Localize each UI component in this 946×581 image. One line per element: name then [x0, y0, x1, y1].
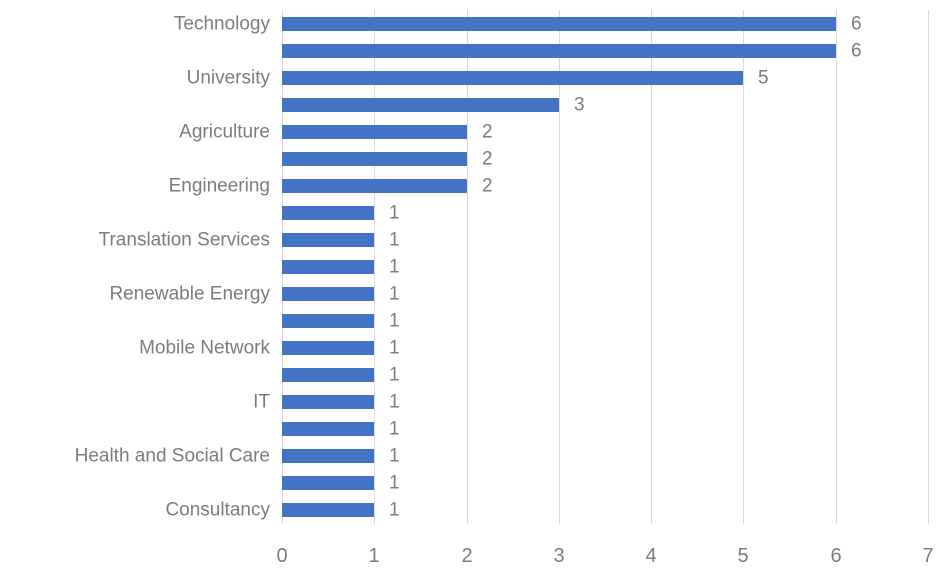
category-axis: Technology University Agriculture Engineeri…: [0, 0, 270, 540]
x-axis-tick-label: 2: [461, 545, 473, 567]
gridline: [836, 10, 837, 524]
bar: [282, 152, 467, 166]
data-label: 1: [389, 472, 400, 494]
data-label: 6: [851, 40, 862, 62]
data-label: 5: [758, 67, 769, 89]
gridline: [651, 10, 652, 524]
category-label: Consultancy: [165, 499, 270, 521]
x-axis-tick-label: 7: [922, 545, 934, 567]
x-axis-tick-label: 5: [737, 545, 749, 567]
bar: [282, 395, 374, 409]
category-label: Translation Services: [98, 229, 270, 251]
data-label: 1: [389, 337, 400, 359]
bar: [282, 368, 374, 382]
bar: [282, 17, 836, 31]
bar: [282, 476, 374, 490]
data-label: 1: [389, 202, 400, 224]
bar: [282, 260, 374, 274]
x-axis-tick-label: 3: [553, 545, 565, 567]
bar: [282, 71, 743, 85]
data-label: 1: [389, 418, 400, 440]
category-label: Renewable Energy: [109, 283, 270, 305]
data-label: 2: [482, 121, 493, 143]
x-axis: 0 1 2 3 4 5 6 7: [0, 536, 946, 576]
data-label: 1: [389, 391, 400, 413]
x-axis-tick-label: 0: [276, 545, 288, 567]
category-label: Mobile Network: [139, 337, 270, 359]
bar: [282, 503, 374, 517]
category-label: Technology: [173, 13, 270, 35]
data-label: 1: [389, 364, 400, 386]
bar: [282, 44, 836, 58]
bar: [282, 179, 467, 193]
data-label: 1: [389, 283, 400, 305]
category-label: IT: [253, 391, 270, 413]
category-label: Agriculture: [179, 121, 270, 143]
bar: [282, 314, 374, 328]
plot-area: 6 6 5 3 2 2 2 1 1 1 1 1 1 1 1 1 1 1 1: [282, 10, 929, 524]
bar: [282, 206, 374, 220]
category-label: Engineering: [168, 175, 270, 197]
x-axis-tick-label: 1: [368, 545, 380, 567]
gridline: [928, 10, 929, 524]
gridline: [467, 10, 468, 524]
bar: [282, 125, 467, 139]
data-label: 2: [482, 148, 493, 170]
gridline: [374, 10, 375, 524]
gridline: [743, 10, 744, 524]
data-label: 1: [389, 310, 400, 332]
bar: [282, 341, 374, 355]
bar: [282, 98, 559, 112]
category-label: University: [186, 67, 270, 89]
data-label: 6: [851, 13, 862, 35]
bar: [282, 233, 374, 247]
data-label: 2: [482, 175, 493, 197]
bar: [282, 287, 374, 301]
bar: [282, 422, 374, 436]
data-label: 1: [389, 229, 400, 251]
data-label: 3: [574, 94, 585, 116]
x-axis-tick-label: 4: [645, 545, 657, 567]
data-label: 1: [389, 499, 400, 521]
gridline: [559, 10, 560, 524]
category-label: Health and Social Care: [74, 445, 270, 467]
data-label: 1: [389, 445, 400, 467]
data-label: 1: [389, 256, 400, 278]
bar: [282, 449, 374, 463]
x-axis-tick-label: 6: [830, 545, 842, 567]
